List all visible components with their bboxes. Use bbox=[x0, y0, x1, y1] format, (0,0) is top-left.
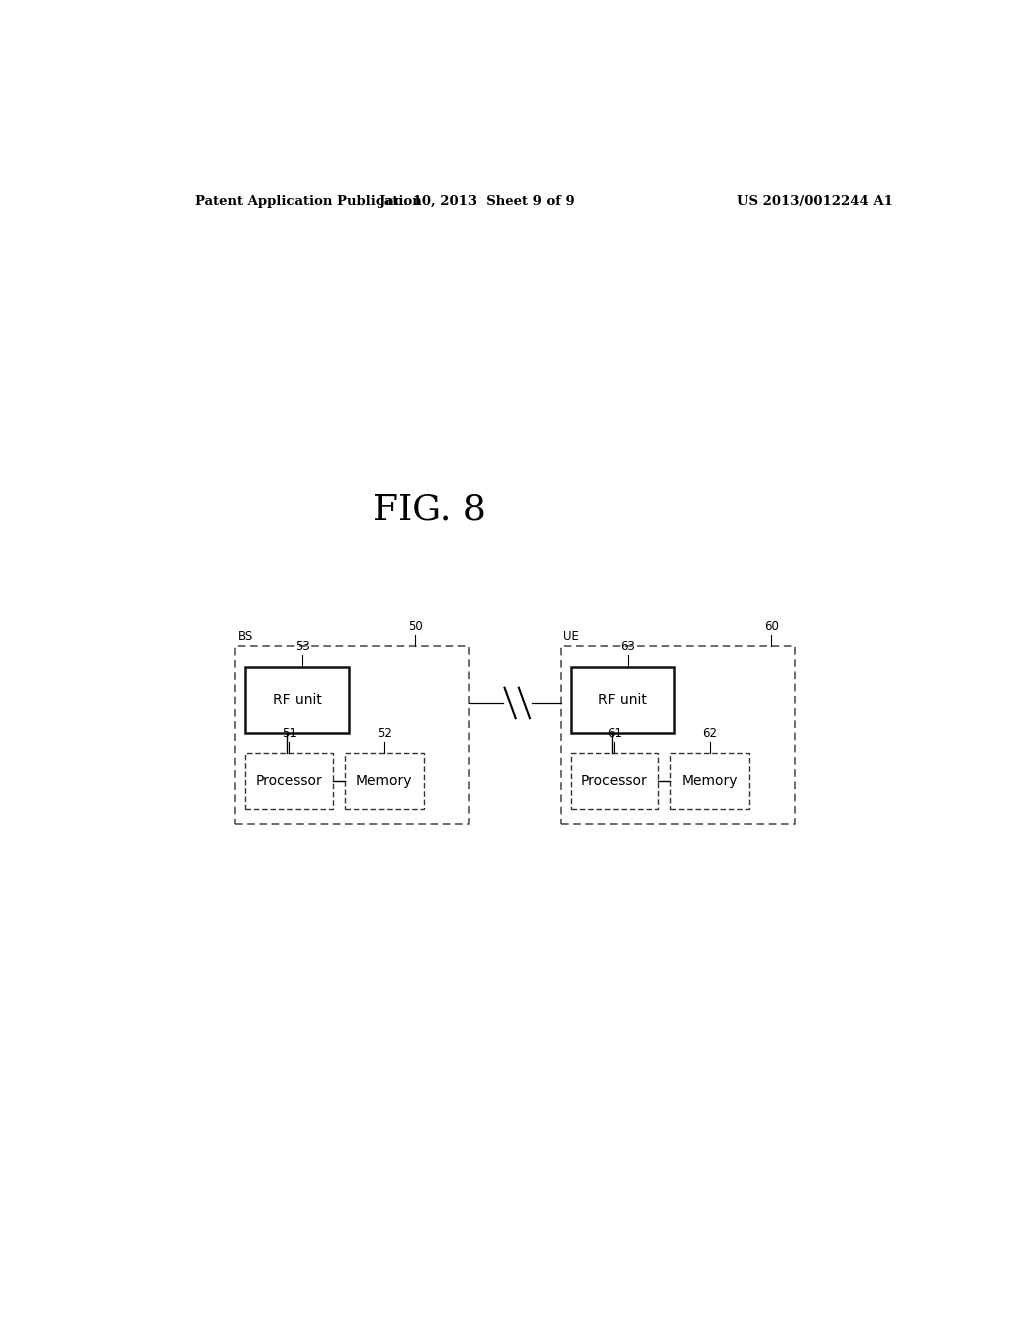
Text: 50: 50 bbox=[408, 620, 423, 634]
Text: 53: 53 bbox=[295, 640, 309, 653]
Text: 60: 60 bbox=[764, 620, 778, 634]
Bar bbox=[236, 647, 469, 824]
Text: Memory: Memory bbox=[356, 774, 413, 788]
Text: 61: 61 bbox=[607, 727, 622, 739]
Bar bbox=[345, 752, 424, 809]
Text: UE: UE bbox=[563, 630, 579, 643]
Text: Patent Application Publication: Patent Application Publication bbox=[196, 194, 422, 207]
Text: FIG. 8: FIG. 8 bbox=[373, 492, 486, 527]
Text: 62: 62 bbox=[702, 727, 717, 739]
Bar bbox=[670, 752, 750, 809]
Text: BS: BS bbox=[238, 630, 253, 643]
Text: Jan. 10, 2013  Sheet 9 of 9: Jan. 10, 2013 Sheet 9 of 9 bbox=[379, 194, 575, 207]
Text: 63: 63 bbox=[621, 640, 635, 653]
Text: US 2013/0012244 A1: US 2013/0012244 A1 bbox=[736, 194, 892, 207]
Bar bbox=[246, 667, 348, 733]
Text: Memory: Memory bbox=[681, 774, 738, 788]
Text: Processor: Processor bbox=[581, 774, 648, 788]
Text: Processor: Processor bbox=[256, 774, 323, 788]
Text: 51: 51 bbox=[282, 727, 297, 739]
Bar bbox=[246, 752, 333, 809]
Bar bbox=[560, 647, 795, 824]
Text: RF unit: RF unit bbox=[272, 693, 322, 706]
Text: RF unit: RF unit bbox=[598, 693, 647, 706]
Text: 52: 52 bbox=[377, 727, 392, 739]
Bar bbox=[570, 667, 674, 733]
Bar bbox=[570, 752, 658, 809]
